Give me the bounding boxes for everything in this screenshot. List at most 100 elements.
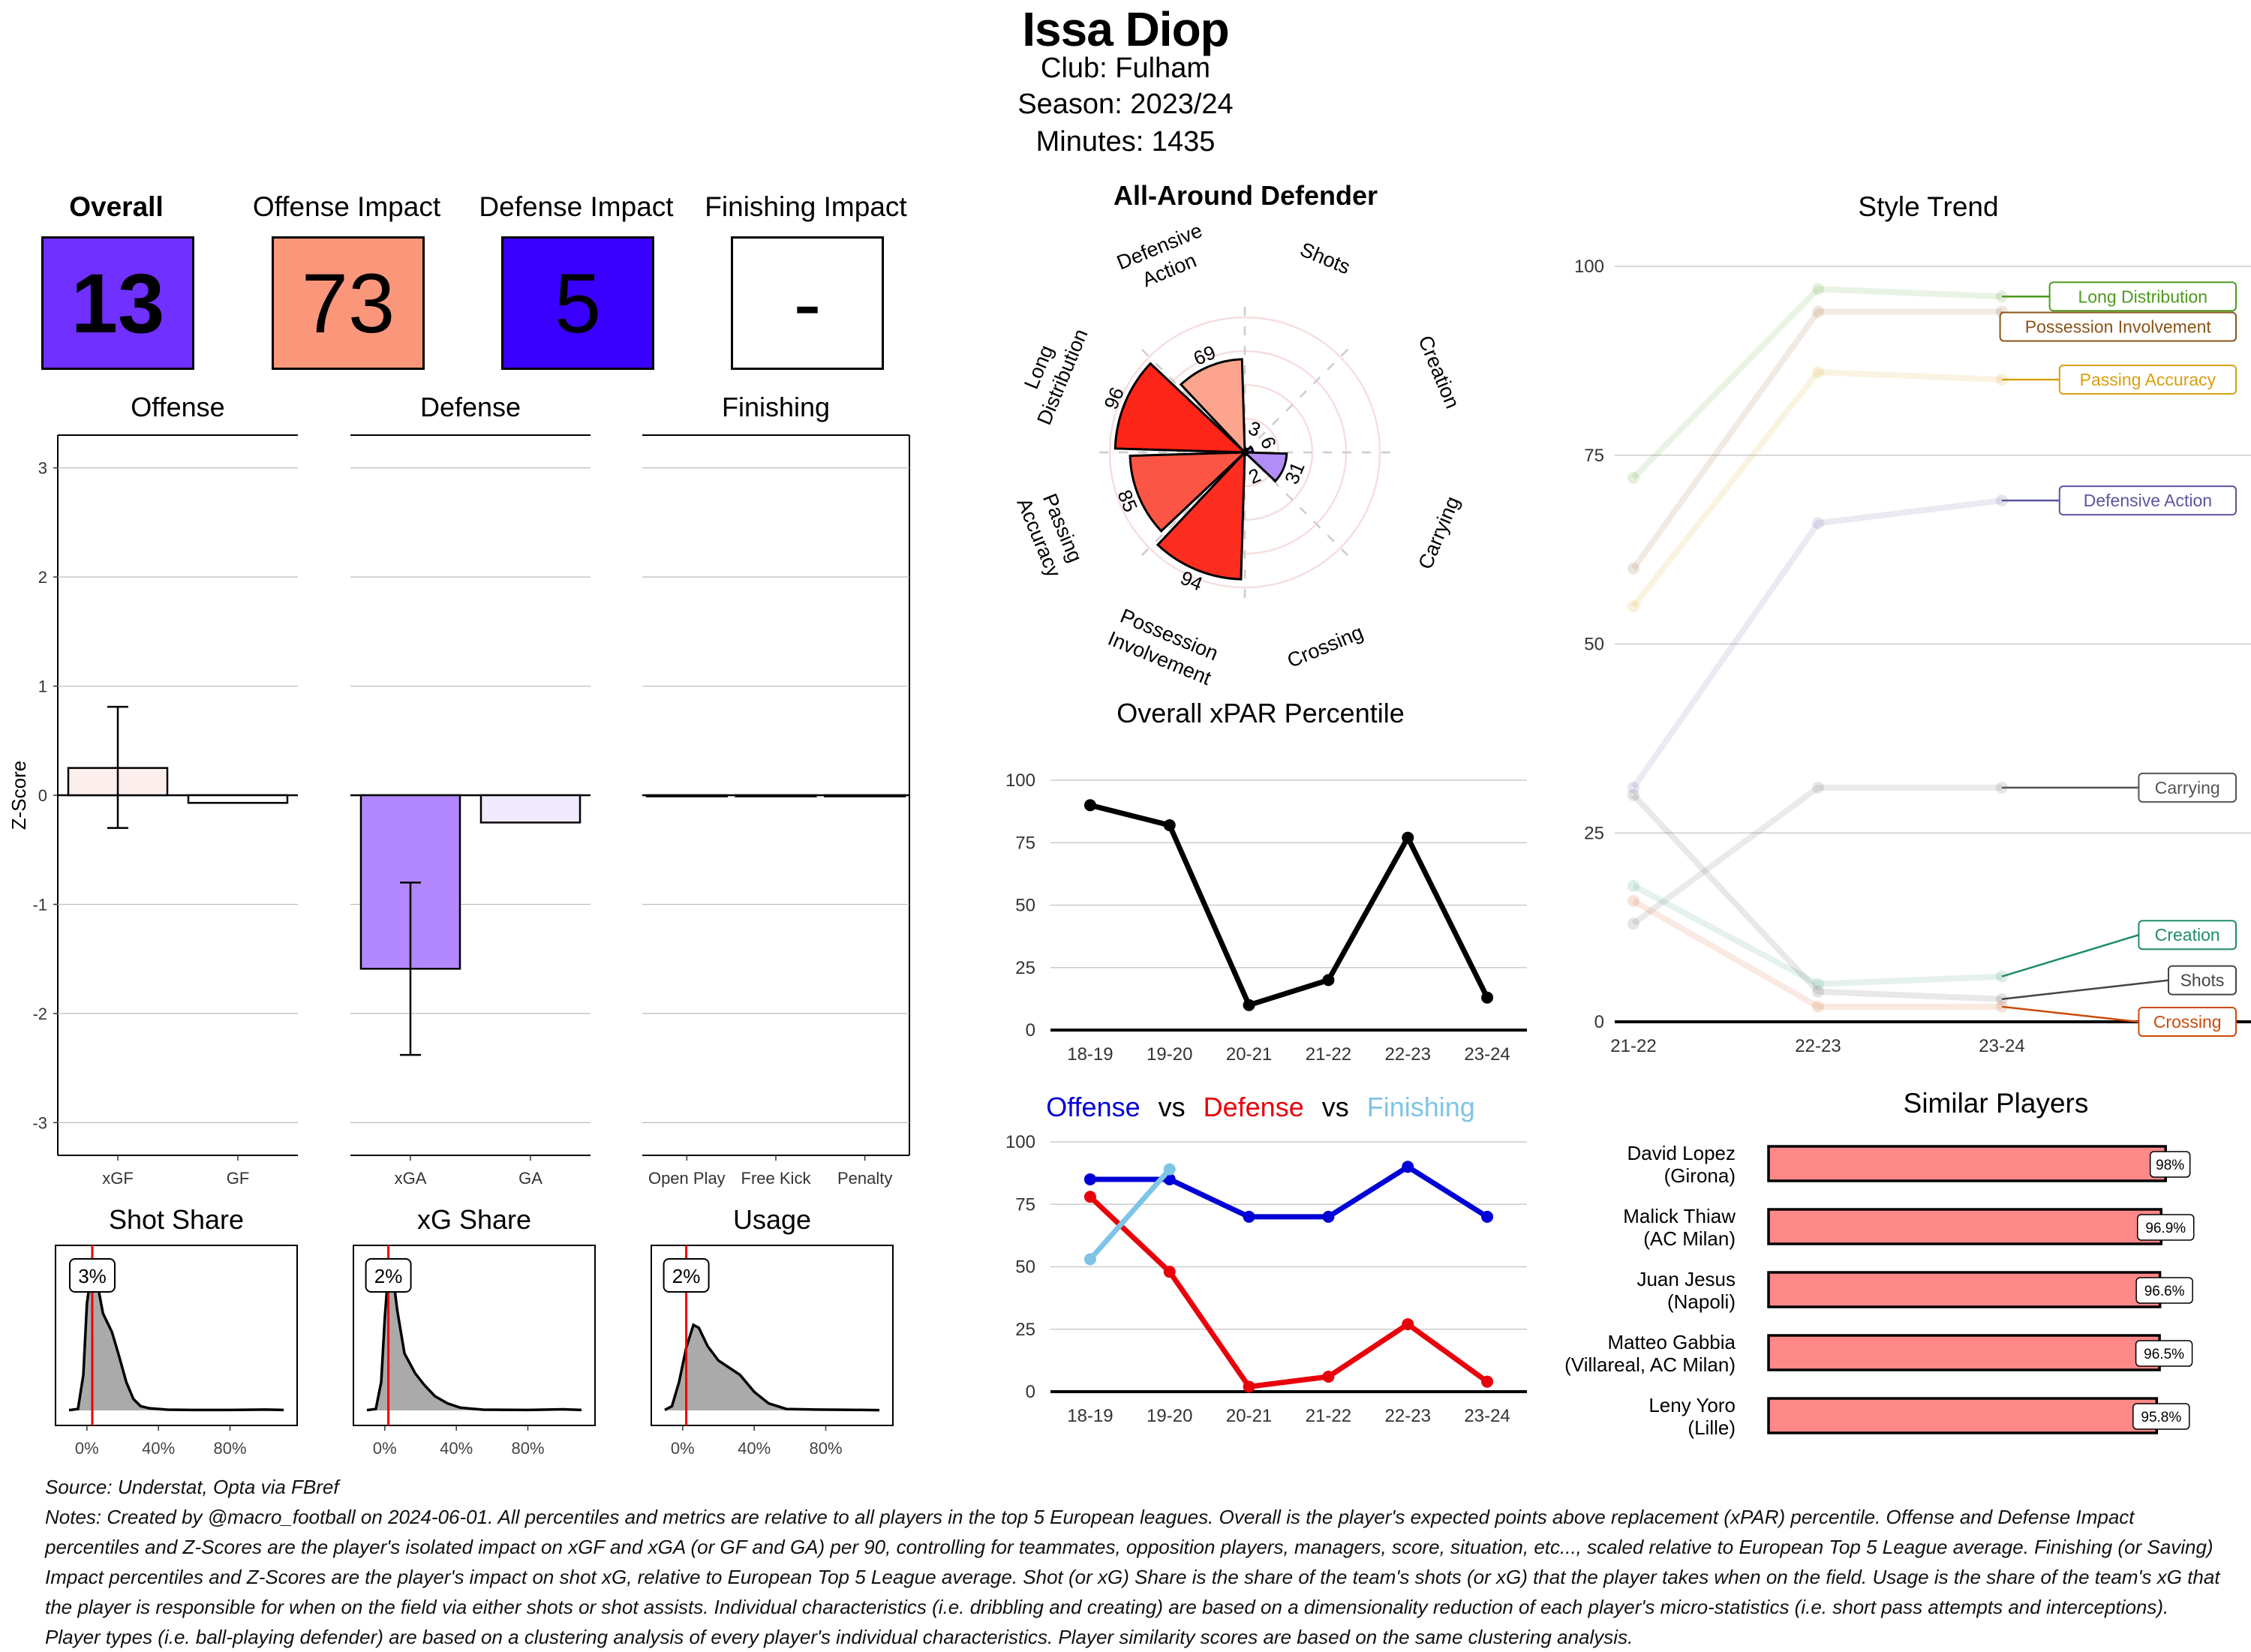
label-connector bbox=[2001, 933, 2139, 978]
x-tick-label: 21-22 bbox=[1306, 1406, 1351, 1426]
y-tick-label: 75 bbox=[1015, 833, 1035, 853]
radial-bar-passing-accuracy bbox=[1129, 451, 1248, 533]
odf-chart: 0 25 50 75 100 18-19 19-20 20-21 21-22 22-23 23-24 bbox=[1005, 1132, 1527, 1426]
y-tick-label: 25 bbox=[1584, 823, 1604, 843]
series-line bbox=[1631, 286, 2003, 480]
value-label: 3% bbox=[78, 1265, 107, 1287]
series-line bbox=[1631, 793, 2003, 1002]
series-line-finishing bbox=[1088, 1167, 1172, 1261]
series-label-box bbox=[2138, 772, 2237, 803]
data-point-offense bbox=[1083, 1173, 1096, 1185]
title-part: Finishing bbox=[1366, 1092, 1475, 1122]
series-label-box bbox=[2058, 485, 2237, 516]
series-label: Creation bbox=[2155, 925, 2220, 945]
y-tick-label: 0 bbox=[1026, 1382, 1035, 1402]
x-tick-label: 40% bbox=[738, 1439, 771, 1458]
data-point bbox=[1996, 970, 2008, 983]
y-tick-label: 100 bbox=[1005, 1132, 1035, 1152]
club-line: Club: Fulham bbox=[1041, 53, 1210, 84]
y-tick-label: 50 bbox=[1584, 635, 1604, 655]
density-area bbox=[69, 1268, 284, 1410]
x-tick-label: 40% bbox=[142, 1439, 175, 1458]
value-label-box bbox=[663, 1258, 710, 1293]
impact-label: Offense Impact bbox=[252, 191, 441, 222]
radial-category-label: Carrying bbox=[1414, 493, 1464, 572]
data-point-offense bbox=[1402, 1161, 1414, 1173]
data-point-defense bbox=[1083, 1191, 1096, 1203]
data-point bbox=[1812, 305, 1824, 318]
data-point bbox=[1627, 600, 1639, 613]
series-label-box bbox=[2168, 965, 2237, 996]
impact-value: 13 bbox=[71, 256, 165, 350]
data-point-offense bbox=[1481, 1210, 1494, 1223]
radial-value-label: 6 bbox=[1256, 434, 1281, 452]
x-tick-label: 19-20 bbox=[1147, 1406, 1192, 1426]
y-tick-label: 75 bbox=[1584, 446, 1604, 466]
bar-gf bbox=[187, 794, 289, 804]
value-label: 2% bbox=[374, 1265, 403, 1287]
radial-bar-long-distribution bbox=[1113, 362, 1248, 454]
x-tick-label: 21-22 bbox=[1306, 1044, 1351, 1065]
series-label: Carrying bbox=[2155, 778, 2220, 797]
facet-title: Defense bbox=[420, 392, 521, 422]
series-label-box bbox=[1999, 311, 2237, 342]
series-label-box bbox=[2058, 365, 2237, 395]
y-tick-label: 0 bbox=[1026, 1020, 1035, 1041]
series-line bbox=[1632, 898, 2002, 1010]
x-tick-label: xGA bbox=[395, 1169, 427, 1188]
impact-value-box: 13 bbox=[41, 236, 194, 370]
player-name-label: Juan Jesus bbox=[1636, 1268, 1736, 1290]
x-tick-label: 23-24 bbox=[1464, 1044, 1510, 1065]
impact-value-box: 73 bbox=[272, 236, 425, 370]
facet-title: Offense bbox=[131, 392, 224, 422]
series-line bbox=[1631, 784, 2002, 927]
radial-value-label: 3 bbox=[1246, 416, 1264, 441]
data-point bbox=[1627, 918, 1639, 930]
radial-category-label: LongDistribution bbox=[1009, 316, 1092, 428]
series-line-defense bbox=[1088, 1194, 1489, 1389]
y-tick-label: 25 bbox=[1015, 958, 1035, 978]
series-line bbox=[1630, 308, 2002, 571]
data-point-xpar bbox=[1402, 831, 1414, 844]
odf-title: Offense vs Defense vs Finishing bbox=[938, 1092, 1583, 1123]
y-tick-label: 100 bbox=[1005, 770, 1035, 791]
similarity-label: 95.8% bbox=[2141, 1410, 2181, 1425]
title-part: vs bbox=[1158, 1092, 1186, 1122]
similarity-bar bbox=[1767, 1208, 2163, 1245]
data-point-xpar bbox=[1163, 818, 1176, 831]
xpar-chart: 0 25 50 75 100 18-19 19-20 20-21 21-22 22-23 23-24 bbox=[1005, 770, 1527, 1065]
radial-chart: 3Shots6Creation31Carrying2Crossing94Poss… bbox=[1009, 225, 1465, 689]
x-tick-label: Free Kick bbox=[741, 1169, 812, 1188]
data-point bbox=[1812, 978, 1824, 990]
y-tick-label: -1 bbox=[32, 895, 47, 914]
radial-category-label: PassingAccuracy bbox=[1013, 485, 1089, 581]
x-tick-label: 22-23 bbox=[1385, 1406, 1431, 1426]
data-point bbox=[1812, 781, 1824, 794]
data-point-xpar bbox=[1481, 991, 1494, 1004]
series-label: Shots bbox=[2180, 971, 2225, 990]
data-point-offense bbox=[1322, 1210, 1335, 1223]
label-connector bbox=[2001, 1005, 2139, 1023]
similarity-bar bbox=[1767, 1271, 2162, 1308]
data-point-xpar bbox=[1083, 799, 1096, 812]
series-label-box bbox=[2138, 1007, 2237, 1037]
x-tick-label: 0% bbox=[671, 1439, 695, 1458]
bar-penalty bbox=[824, 794, 906, 797]
x-tick-label: Open Play bbox=[648, 1169, 726, 1188]
player-name-label: Matteo Gabbia bbox=[1607, 1331, 1736, 1353]
y-tick-label: 0 bbox=[38, 786, 47, 805]
data-point bbox=[1812, 1000, 1824, 1013]
data-point-offense bbox=[1243, 1210, 1255, 1223]
impact-value: 5 bbox=[554, 256, 602, 350]
y-tick-label: 2 bbox=[38, 568, 47, 587]
value-label-box bbox=[68, 1258, 116, 1293]
title-part: vs bbox=[1321, 1092, 1349, 1122]
player-name-label: (Girona) bbox=[1664, 1164, 1736, 1187]
value-label: 2% bbox=[672, 1265, 701, 1287]
x-tick-label: 40% bbox=[440, 1439, 473, 1458]
share-density-charts: Shot Share 3% 0% 40% 80% xG Share 2% 0% 40% 80% Us… bbox=[55, 1204, 894, 1458]
series-line bbox=[1630, 497, 2003, 790]
similarity-bar bbox=[1767, 1145, 2167, 1182]
y-tick-label: -3 bbox=[32, 1113, 47, 1132]
impact-value: 73 bbox=[301, 256, 395, 350]
